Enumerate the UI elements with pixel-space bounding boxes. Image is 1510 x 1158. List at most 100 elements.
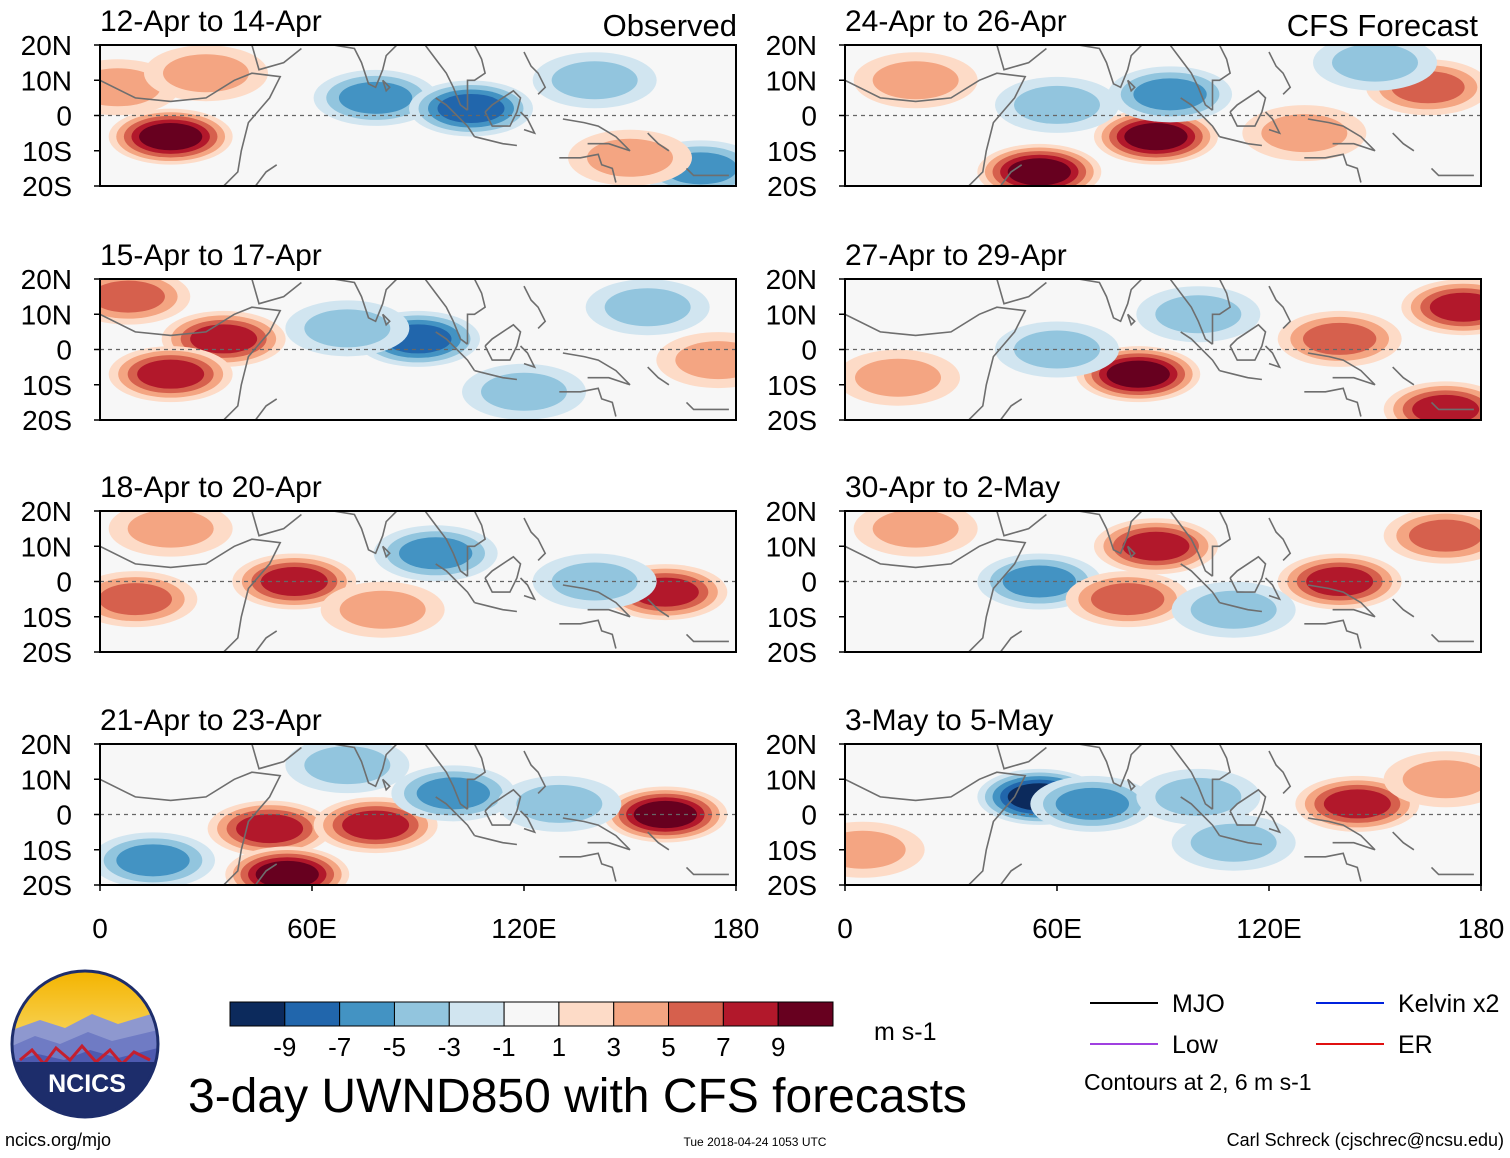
- anomaly-shade: [1155, 777, 1242, 816]
- coastline: [996, 45, 1047, 71]
- contour-note: Contours at 2, 6 m s-1: [1084, 1069, 1312, 1095]
- anomaly-shade: [255, 860, 319, 885]
- y-tick-label: 10S: [767, 602, 817, 633]
- colorbar-label: 5: [661, 1032, 675, 1062]
- coastline: [381, 545, 391, 559]
- colorbar-label: -3: [438, 1032, 461, 1062]
- anomaly-shade: [236, 814, 304, 844]
- coastline: [1307, 817, 1376, 851]
- coastline: [381, 313, 391, 327]
- units-label: m s-1: [874, 1018, 937, 1046]
- coastline: [1392, 366, 1415, 386]
- y-tick-label: 20N: [21, 30, 72, 61]
- coastline: [1180, 563, 1221, 604]
- anomaly-shade: [1409, 519, 1481, 552]
- coastline: [1219, 135, 1263, 147]
- coastline: [466, 45, 487, 111]
- coastline: [424, 511, 468, 577]
- colorbar-swatch: [613, 1001, 670, 1027]
- coastline: [1307, 352, 1376, 386]
- coastline: [685, 866, 729, 876]
- coastline: [1169, 511, 1213, 577]
- site-link[interactable]: ncics.org/mjo: [5, 1130, 111, 1150]
- coastline: [1229, 89, 1267, 127]
- colorbar-swatch: [777, 1001, 834, 1027]
- coastline: [1211, 511, 1232, 577]
- coastline: [474, 601, 518, 613]
- coastline: [523, 750, 547, 794]
- y-tick-label: 20S: [767, 637, 817, 668]
- anomaly-shade: [416, 777, 491, 810]
- coastline: [1169, 279, 1213, 345]
- anomaly-shade: [855, 358, 941, 397]
- anomaly-shade: [1402, 760, 1481, 799]
- coastline: [1169, 45, 1213, 111]
- coastline: [435, 796, 476, 837]
- y-tick-label: 20N: [21, 729, 72, 760]
- colorbar-label: -7: [328, 1032, 351, 1062]
- y-tick-label: 20S: [22, 171, 72, 202]
- coastline: [1211, 45, 1232, 111]
- panel-title: 30-Apr to 2-May: [845, 471, 1060, 504]
- coastline: [1392, 598, 1415, 618]
- coastline: [435, 331, 476, 372]
- coastline: [562, 817, 631, 851]
- x-tick-label: 180: [713, 913, 760, 944]
- coastline: [100, 771, 282, 885]
- y-tick-label: 0: [801, 335, 817, 366]
- anomaly-shade: [1306, 567, 1374, 596]
- credit: Carl Schreck (cjschrec@ncsu.edu): [1227, 1130, 1504, 1150]
- coastline: [1126, 79, 1136, 93]
- coastline: [1304, 852, 1362, 882]
- coastline: [1078, 45, 1143, 89]
- coastline: [333, 279, 398, 323]
- legend-label: Low: [1172, 1031, 1219, 1059]
- coastline: [1211, 744, 1232, 810]
- coastline: [845, 306, 1027, 420]
- coastline: [333, 744, 398, 788]
- anomaly-shade: [163, 54, 249, 93]
- coastline: [484, 323, 522, 361]
- y-tick-label: 20N: [766, 496, 817, 527]
- anomaly-shade: [342, 810, 410, 840]
- coastline: [435, 563, 476, 604]
- y-tick-label: 0: [801, 567, 817, 598]
- anomaly-shade: [1155, 295, 1242, 334]
- anomaly-shade: [675, 341, 736, 380]
- colorbar-label: -1: [493, 1032, 516, 1062]
- y-tick-label: 20S: [22, 870, 72, 901]
- ncics-logo: NCICS: [10, 969, 160, 1119]
- coastline: [1078, 279, 1143, 323]
- coastline: [1229, 555, 1267, 593]
- coastline: [251, 45, 302, 71]
- y-tick-label: 10N: [766, 65, 817, 96]
- coastline: [435, 97, 476, 138]
- anomaly-shade: [1014, 85, 1100, 124]
- forecast-label: CFS Forecast: [1287, 8, 1479, 43]
- colorbar-swatch: [229, 1001, 286, 1027]
- map-panel: 20N 10N 0 10S 20S 15-Apr to 17-Apr: [21, 239, 737, 436]
- coastline: [559, 852, 617, 882]
- y-tick-label: 10S: [22, 370, 72, 401]
- anomaly-shade: [1106, 360, 1170, 388]
- coastline: [685, 633, 729, 643]
- coastline: [845, 538, 1027, 652]
- map-panel: 20N 10N 0 10S 20S 18-Apr to 20-Apr: [21, 471, 737, 668]
- map-panel: 20N 10N 0 10S 20S 24-Apr to 26-Apr: [766, 5, 1482, 202]
- coastline: [559, 387, 617, 417]
- coastline: [523, 51, 547, 95]
- coastline: [424, 279, 468, 345]
- anomaly-shade: [1303, 322, 1377, 355]
- coastline: [1430, 401, 1474, 411]
- coastline: [647, 132, 670, 152]
- colorbar-swatch: [339, 1001, 395, 1027]
- anomaly-shade: [551, 61, 638, 100]
- anomaly-shade: [399, 537, 473, 570]
- coastline: [1307, 118, 1376, 152]
- anomaly-shade: [139, 123, 203, 151]
- anomaly-shade: [116, 844, 190, 877]
- y-tick-label: 0: [56, 567, 72, 598]
- map-panel: 20N 10N 0 10S 20S 12-Apr to 14-Apr: [21, 5, 737, 202]
